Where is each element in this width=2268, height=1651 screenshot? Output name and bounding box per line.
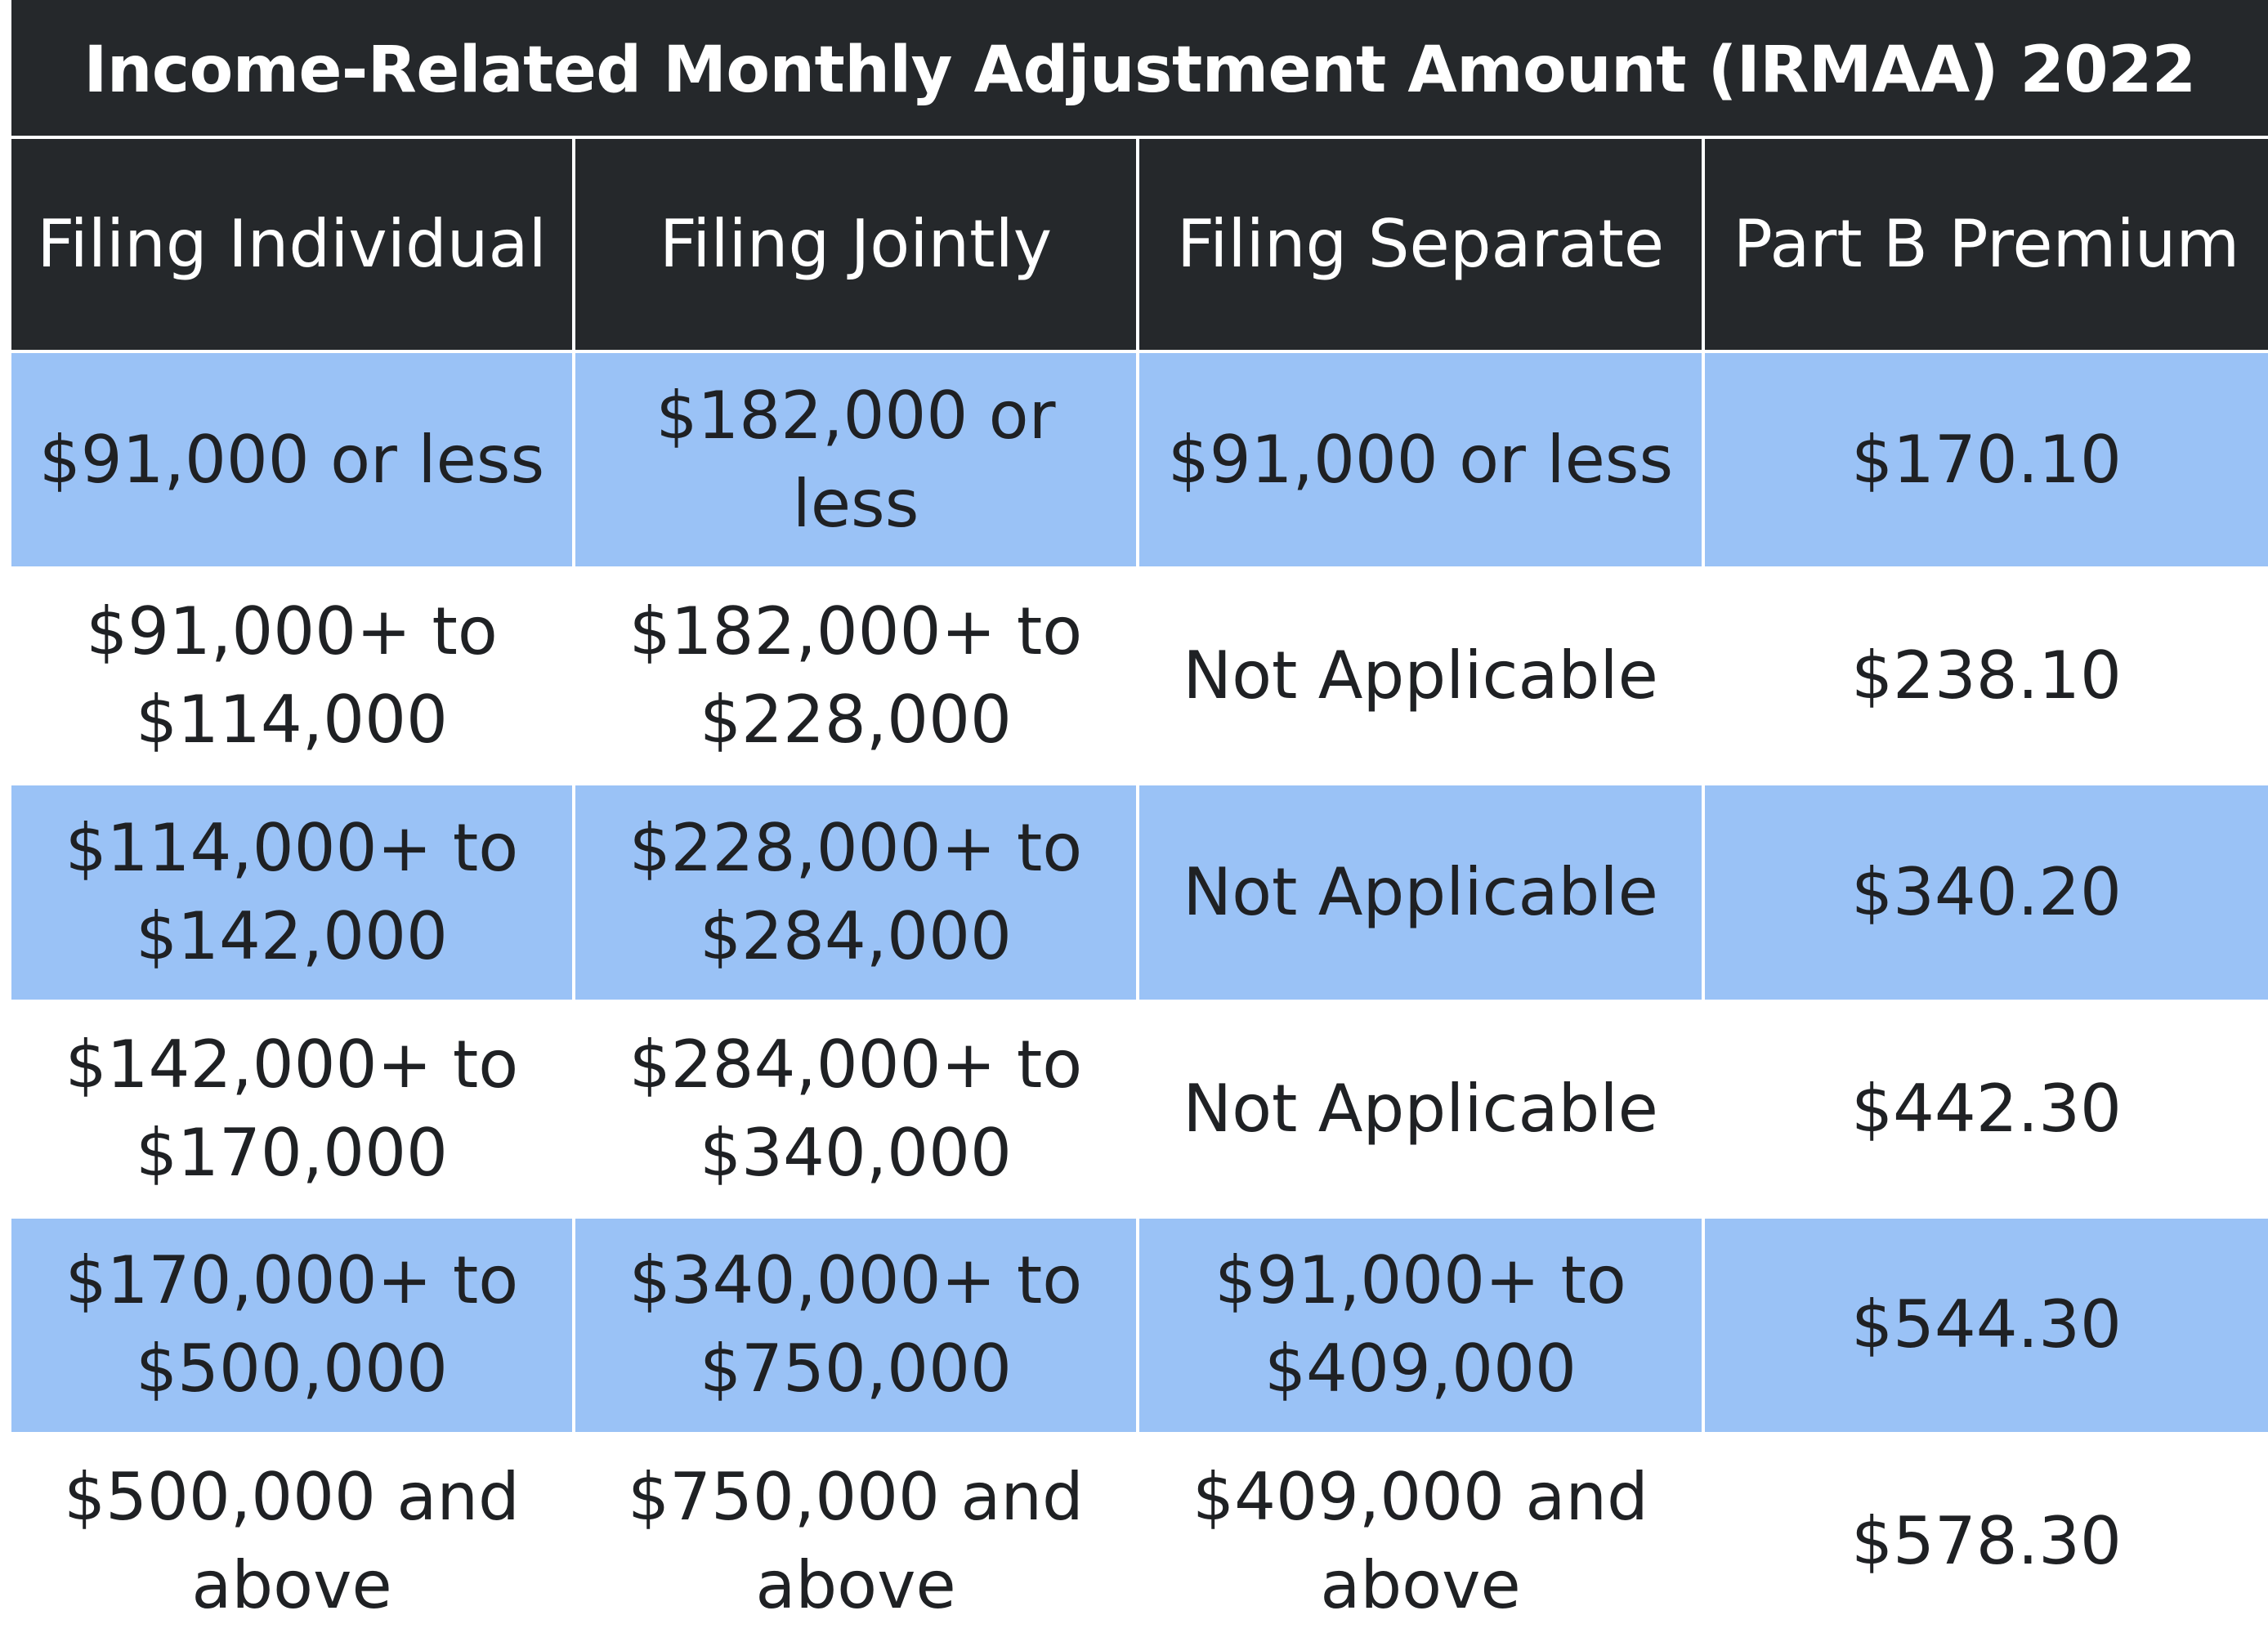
irmaa-table: Filing Individual Filing Jointly Filing … xyxy=(11,136,2268,1651)
cell-filing-jointly: $284,000+ to $340,000 xyxy=(572,1000,1138,1219)
table-title: Income-Related Monthly Adjustment Amount… xyxy=(11,0,2268,136)
cell-filing-separate: $91,000 or less xyxy=(1136,351,1703,570)
cell-filing-jointly: $340,000+ to $750,000 xyxy=(572,1217,1138,1435)
cell-filing-separate: Not Applicable xyxy=(1136,784,1703,1002)
table-row: $114,000+ to $142,000 $228,000+ to $284,… xyxy=(11,784,2268,1002)
table-row: $91,000+ to $114,000 $182,000+ to $228,0… xyxy=(11,567,2268,785)
cell-filing-separate: Not Applicable xyxy=(1136,1000,1703,1219)
cell-filing-jointly: $182,000 or less xyxy=(572,351,1138,570)
cell-filing-jointly: $228,000+ to $284,000 xyxy=(572,784,1138,1002)
cell-filing-separate: $409,000 and above xyxy=(1136,1433,1703,1651)
table-row: $142,000+ to $170,000 $284,000+ to $340,… xyxy=(11,1000,2268,1219)
cell-filing-individual: $500,000 and above xyxy=(11,1433,574,1651)
cell-part-b-premium: $544.30 xyxy=(1702,1217,2268,1435)
table-row: $91,000 or less $182,000 or less $91,000… xyxy=(11,351,2268,570)
table-row: $170,000+ to $500,000 $340,000+ to $750,… xyxy=(11,1217,2268,1435)
cell-filing-jointly: $750,000 and above xyxy=(572,1433,1138,1651)
column-header-filing-individual: Filing Individual xyxy=(11,136,574,353)
column-header-filing-separate: Filing Separate xyxy=(1136,136,1703,353)
cell-part-b-premium: $578.30 xyxy=(1702,1433,2268,1651)
cell-filing-separate: $91,000+ to $409,000 xyxy=(1136,1217,1703,1435)
table-row: $500,000 and above $750,000 and above $4… xyxy=(11,1433,2268,1651)
cell-filing-individual: $91,000 or less xyxy=(11,351,574,570)
cell-filing-separate: Not Applicable xyxy=(1136,567,1703,785)
cell-part-b-premium: $238.10 xyxy=(1702,567,2268,785)
cell-part-b-premium: $340.20 xyxy=(1702,784,2268,1002)
cell-filing-individual: $114,000+ to $142,000 xyxy=(11,784,574,1002)
cell-part-b-premium: $442.30 xyxy=(1702,1000,2268,1219)
header-row: Filing Individual Filing Jointly Filing … xyxy=(11,136,2268,353)
cell-part-b-premium: $170.10 xyxy=(1702,351,2268,570)
column-header-filing-jointly: Filing Jointly xyxy=(572,136,1138,353)
irmaa-table-figure: Income-Related Monthly Adjustment Amount… xyxy=(11,0,2268,1651)
column-header-part-b-premium: Part B Premium xyxy=(1702,136,2268,353)
cell-filing-individual: $142,000+ to $170,000 xyxy=(11,1000,574,1219)
cell-filing-individual: $91,000+ to $114,000 xyxy=(11,567,574,785)
cell-filing-jointly: $182,000+ to $228,000 xyxy=(572,567,1138,785)
cell-filing-individual: $170,000+ to $500,000 xyxy=(11,1217,574,1435)
